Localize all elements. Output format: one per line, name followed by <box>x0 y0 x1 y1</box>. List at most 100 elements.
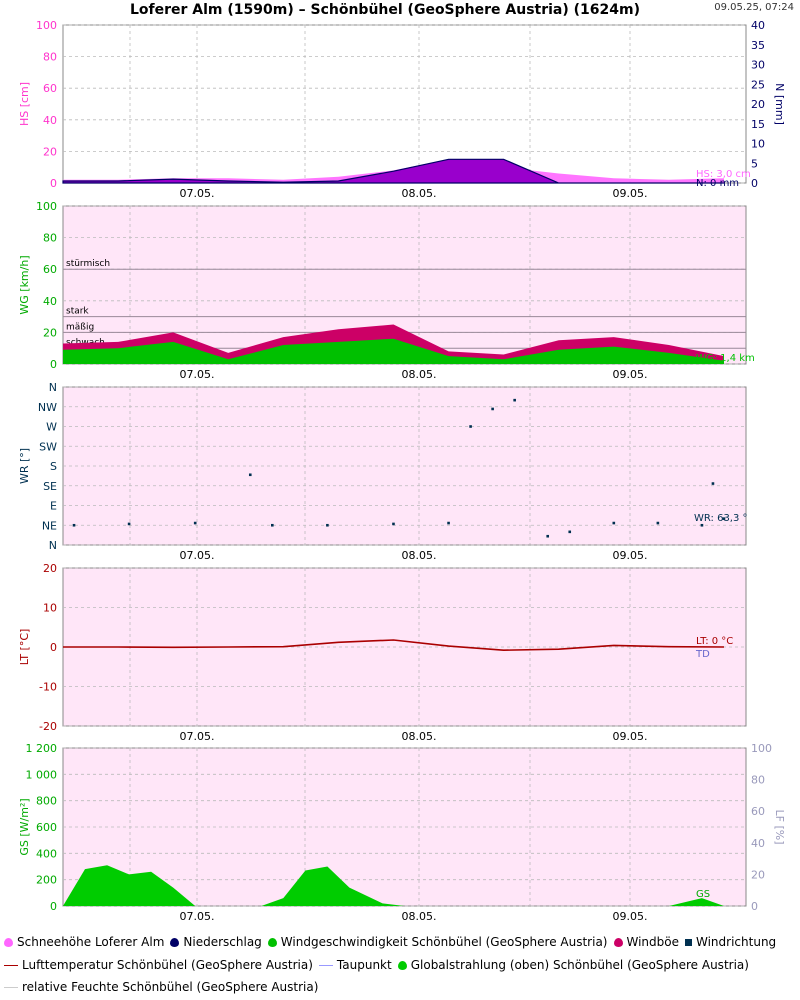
y-tick-label: 10 <box>43 602 57 615</box>
legend-swatch <box>4 986 18 988</box>
y2-axis-label: LF [%] <box>773 810 786 845</box>
page-title: Loferer Alm (1590m) – Schönbühel (GeoSph… <box>130 2 640 18</box>
legend-item: Taupunkt <box>318 958 392 972</box>
y-tick-label: 400 <box>36 847 57 860</box>
legend-swatch <box>613 937 623 947</box>
x-tick-label: 07.05. <box>180 187 215 200</box>
wind-direction-point <box>700 523 704 527</box>
wind-direction-point <box>656 521 660 525</box>
wind-direction-point <box>392 522 395 526</box>
y2-tick-label: 15 <box>751 118 765 131</box>
y-tick-label: 80 <box>43 51 57 64</box>
y-tick-label: 0 <box>50 900 57 913</box>
y-tick-label: 80 <box>43 232 57 245</box>
y2-tick-label: 0 <box>751 177 758 190</box>
y-tick-label: 200 <box>36 874 57 887</box>
snow-annotation: HS: 3,0 cm <box>696 169 751 180</box>
x-tick-label: 08.05. <box>402 187 437 200</box>
y-tick-label: 60 <box>43 263 57 276</box>
legend-item: Niederschlag <box>170 935 262 949</box>
legend-label: Windgeschwindigkeit Schönbühel (GeoSpher… <box>280 935 608 949</box>
legend-item: Windrichtung <box>685 935 776 949</box>
legend-label: Windrichtung <box>696 935 777 949</box>
x-tick-label: 09.05. <box>613 368 648 381</box>
y-tick-label: 20 <box>43 145 57 158</box>
legend-label: Taupunkt <box>336 958 392 972</box>
wind-direction-point <box>722 517 726 520</box>
wind-direction-point <box>271 523 274 527</box>
y-tick-label: -10 <box>39 681 57 694</box>
y2-tick-label: 100 <box>751 742 772 755</box>
dew-annotation: TD <box>695 649 710 660</box>
y-tick-label: 20 <box>43 562 57 575</box>
y-tick-label: 40 <box>43 295 57 308</box>
wind-direction-point <box>72 523 76 527</box>
wind-direction-point <box>469 425 472 428</box>
timestamp: 09.05.25, 07:24 <box>714 2 794 13</box>
y2-axis-label: N [mm] <box>773 83 786 125</box>
y2-tick-label: 5 <box>751 157 758 170</box>
y-tick-label: 600 <box>36 821 57 834</box>
y2-tick-label: 80 <box>751 774 765 787</box>
x-tick-label: 09.05. <box>613 187 648 200</box>
y-tick-label: N <box>49 381 57 394</box>
wind-direction-point <box>248 473 252 477</box>
y-tick-label: 100 <box>36 200 57 213</box>
radiation-area <box>63 865 724 906</box>
x-tick-label: 07.05. <box>180 549 215 562</box>
legend-label: Schneehöhe Loferer Alm <box>17 935 165 949</box>
legend-swatch <box>170 937 180 947</box>
x-tick-label: 09.05. <box>613 549 648 562</box>
y-tick-label: 0 <box>50 358 57 371</box>
y-tick-label: 800 <box>36 795 57 808</box>
x-tick-label: 07.05. <box>180 368 215 381</box>
y2-tick-label: 20 <box>751 868 765 881</box>
legend-label: Globalstrahlung (oben) Schönbühel (GeoSp… <box>410 958 749 972</box>
wind-direction-point <box>447 521 450 525</box>
y-axis-label: GS [W/m²] <box>18 798 31 855</box>
wind-direction-point <box>193 521 197 525</box>
panel-5-frame <box>62 747 747 907</box>
wind-direction-point <box>711 482 715 485</box>
temperature-line <box>63 639 725 652</box>
x-tick-label: 08.05. <box>402 730 437 743</box>
x-tick-label: 07.05. <box>180 910 215 923</box>
y-tick-label: 1 000 <box>26 768 58 781</box>
y2-tick-label: 30 <box>751 59 765 72</box>
x-tick-label: 08.05. <box>402 368 437 381</box>
wind-speed-area <box>63 338 724 364</box>
panel-1-frame <box>62 24 747 184</box>
legend-swatch <box>685 938 692 946</box>
legend-row-3: relative Feuchte Schönbühel (GeoSphere A… <box>4 980 324 994</box>
wind-level-label: stark <box>66 307 89 317</box>
wind-annotation: WG: 1,4 km <box>696 353 755 364</box>
wind-level-label: stürmisch <box>66 259 110 269</box>
wind-direction-point <box>326 523 329 527</box>
y-axis-label: HS [cm] <box>18 82 31 126</box>
legend-label: Lufttemperatur Schönbühel (GeoSphere Aus… <box>22 958 313 972</box>
y-tick-label: N <box>49 539 57 552</box>
y2-tick-label: 40 <box>751 837 765 850</box>
y2-tick-label: 10 <box>751 138 765 151</box>
y-tick-label: S <box>50 460 57 473</box>
x-tick-label: 08.05. <box>402 549 437 562</box>
y-tick-label: E <box>50 500 57 513</box>
y-tick-label: 100 <box>36 19 57 32</box>
y2-tick-label: 60 <box>751 805 765 818</box>
legend-item: Globalstrahlung (oben) Schönbühel (GeoSp… <box>397 958 749 972</box>
legend-row-1: Schneehöhe Loferer Alm Niederschlag Windge… <box>4 935 782 949</box>
y-axis-label: WG [km/h] <box>18 255 31 314</box>
legend-swatch <box>4 964 18 966</box>
legend-swatch <box>397 960 407 970</box>
y-tick-label: 60 <box>43 82 57 95</box>
y-axis-label: LT [°C] <box>18 629 31 666</box>
y-tick-label: 20 <box>43 326 57 339</box>
legend-row-2: Lufttemperatur Schönbühel (GeoSphere Aus… <box>4 958 755 972</box>
legend-item: Lufttemperatur Schönbühel (GeoSphere Aus… <box>4 958 313 972</box>
legend-label: Windböe <box>626 935 680 949</box>
wind-direction-point <box>568 530 572 534</box>
legend-swatch <box>4 937 13 947</box>
rad-annotation: GS <box>696 889 710 900</box>
x-tick-label: 09.05. <box>613 730 648 743</box>
y-tick-label: NE <box>42 519 57 532</box>
